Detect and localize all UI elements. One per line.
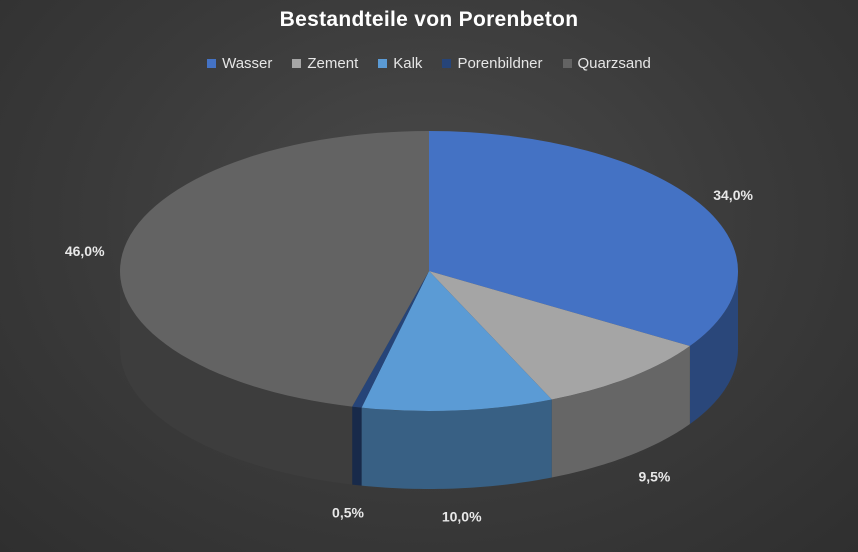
pie-slice-zement xyxy=(429,271,690,400)
pie-side-porenbildner xyxy=(352,406,362,486)
chart-title: Bestandteile von Porenbeton xyxy=(279,8,579,31)
pie-data-labels: 34,0% 9,5% 10,0% 0,5% 46,0% xyxy=(65,187,754,524)
pie-slices xyxy=(120,131,739,412)
legend-label-zement: Zement xyxy=(307,55,359,72)
legend-swatch-wasser xyxy=(207,59,217,68)
pie-side-zement xyxy=(551,346,690,478)
legend-item-quarzsand: Quarzsand xyxy=(562,55,651,72)
legend-label-porenbildner: Porenbildner xyxy=(457,55,543,72)
legend-swatch-porenbildner xyxy=(442,59,452,68)
pie-slice-wasser xyxy=(429,131,739,347)
legend-swatch-quarzsand xyxy=(562,59,572,68)
legend-swatch-kalk xyxy=(378,59,388,68)
pie-slice-quarzsand xyxy=(120,131,429,407)
pie-side-wasser xyxy=(689,271,738,425)
legend-item-wasser: Wasser xyxy=(207,55,272,72)
pie-side-kalk xyxy=(361,399,552,489)
pie-slice-kalk xyxy=(361,271,552,412)
pie-slice-porenbildner xyxy=(352,271,429,408)
legend-label-kalk: Kalk xyxy=(393,55,423,72)
legend-item-porenbildner: Porenbildner xyxy=(442,55,543,72)
legend-item-zement: Zement xyxy=(292,55,358,72)
legend-label-wasser: Wasser xyxy=(222,55,273,72)
legend: Wasser Zement Kalk Porenbildner Quarzsan… xyxy=(0,55,858,72)
data-label-zement: 9,5% xyxy=(638,469,670,485)
legend-swatch-zement xyxy=(292,59,302,68)
data-label-kalk: 10,0% xyxy=(442,508,482,524)
pie-sides xyxy=(120,271,738,489)
legend-label-quarzsand: Quarzsand xyxy=(577,55,651,72)
legend-item-kalk: Kalk xyxy=(378,55,422,72)
data-label-wasser: 34,0% xyxy=(713,187,753,203)
data-label-quarzsand: 46,0% xyxy=(65,243,105,259)
pie-side-quarzsand xyxy=(120,271,353,485)
data-label-porenbildner: 0,5% xyxy=(332,504,364,520)
